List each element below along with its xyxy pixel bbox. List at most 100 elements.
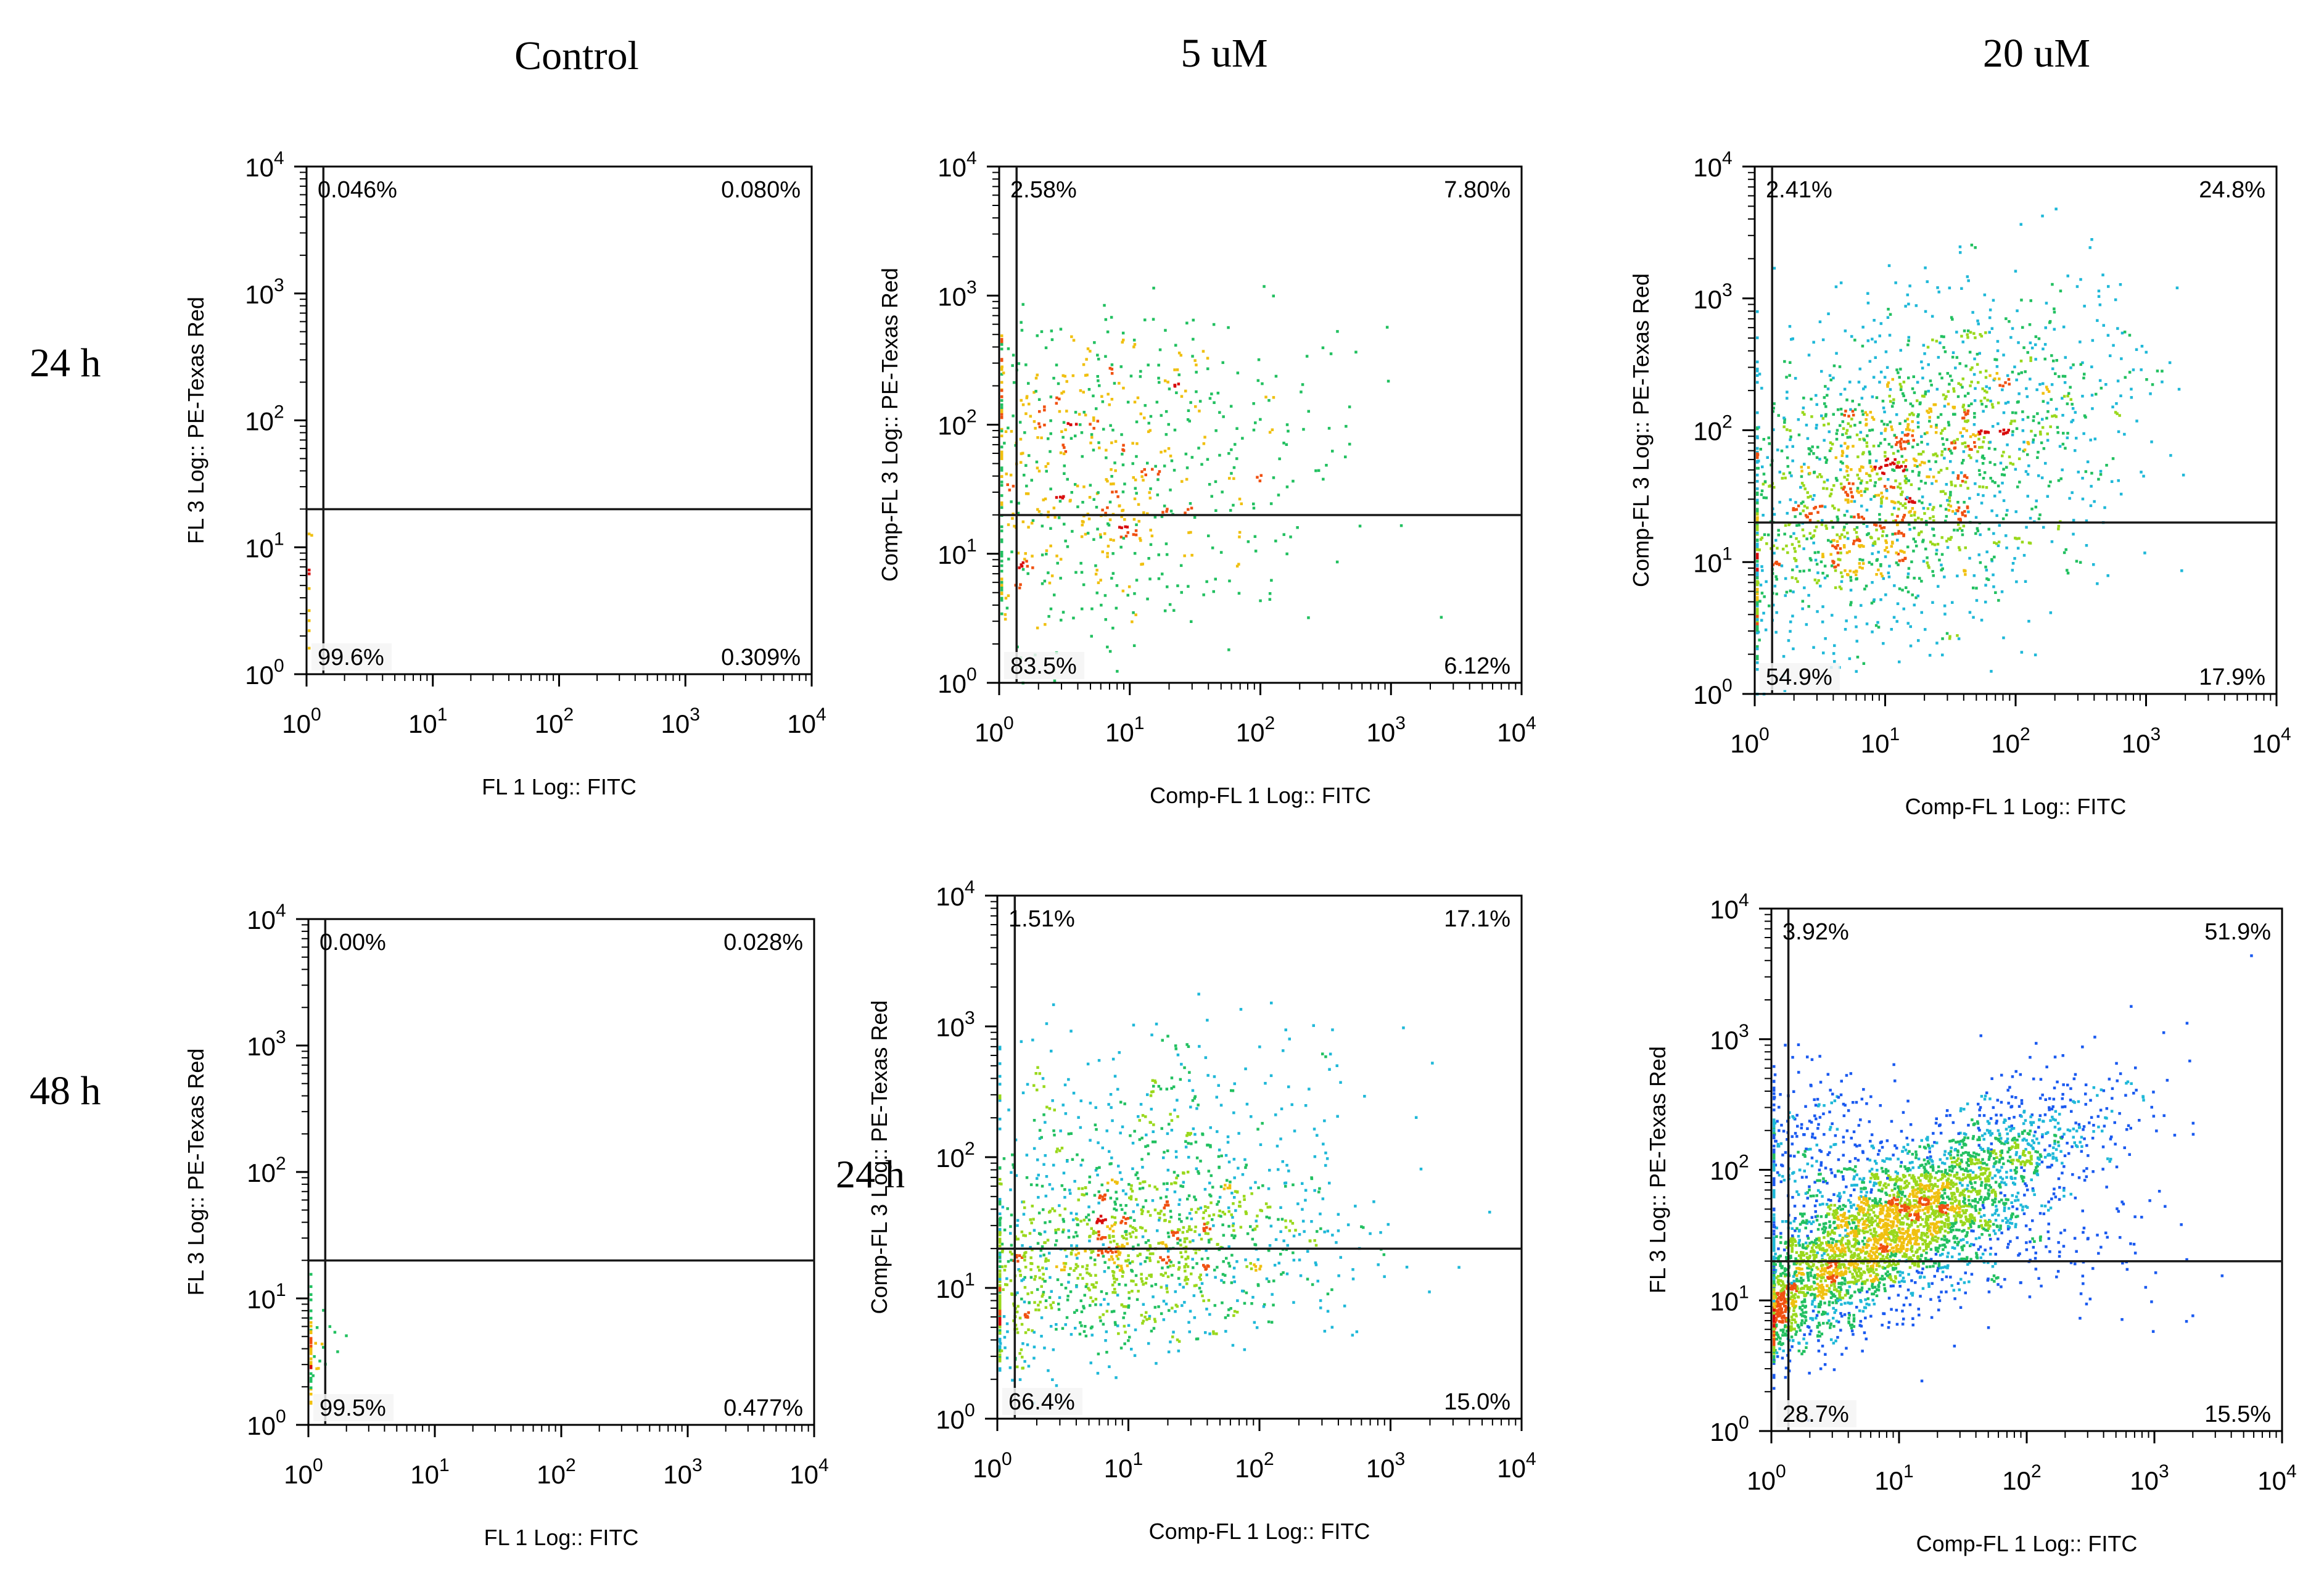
event-dot [1983, 293, 1987, 297]
event-dot [1877, 550, 1880, 554]
event-dot [1311, 1283, 1314, 1286]
event-dot [1021, 1244, 1024, 1247]
event-dot [1784, 476, 1787, 480]
event-dot [1924, 266, 1927, 270]
event-dot [1778, 1320, 1781, 1323]
event-dot [2057, 524, 2061, 528]
event-dot [1119, 545, 1123, 549]
event-dot [1209, 1126, 1212, 1129]
event-dot [1908, 413, 1911, 416]
event-dot [1775, 1331, 1779, 1334]
event-dot [1020, 461, 1023, 464]
event-dot [2004, 431, 2008, 435]
event-dot [1903, 434, 1907, 437]
event-dot [1952, 440, 1955, 443]
event-dot [1016, 551, 1020, 555]
event-dot [1757, 466, 1760, 470]
event-dot [1831, 442, 1834, 446]
event-dot [1012, 1259, 1015, 1262]
event-dot [1092, 1210, 1095, 1214]
event-dot [1166, 1182, 1169, 1185]
event-dot [2071, 407, 2075, 410]
event-dot [1985, 577, 1988, 580]
event-dot [1821, 519, 1824, 522]
event-dot [1893, 501, 1897, 505]
event-dot [1065, 380, 1068, 383]
event-dot [1219, 1215, 1222, 1218]
event-dot [1827, 538, 1830, 542]
event-dot [1291, 1222, 1295, 1225]
event-dot [999, 1182, 1002, 1186]
event-dot [1966, 333, 1969, 336]
event-dot [1206, 1018, 1209, 1022]
event-dot [1968, 497, 1971, 500]
event-dot [1150, 1091, 1153, 1094]
event-dot [1195, 1167, 1198, 1170]
event-dot [999, 1083, 1002, 1086]
event-dot [1227, 1224, 1230, 1228]
event-dot [1044, 1257, 1048, 1260]
event-dot [1080, 431, 1084, 434]
event-dot [1993, 555, 1996, 559]
event-dot [1227, 452, 1230, 455]
event-dot [1049, 1210, 1052, 1213]
event-dot [1095, 407, 1098, 410]
event-dot [1127, 585, 1131, 588]
event-dot [1860, 490, 1863, 493]
event-dot [1794, 501, 1797, 504]
event-dot [2062, 395, 2066, 398]
event-dot [2057, 527, 2060, 530]
event-dot [1950, 483, 1953, 487]
event-dot [1797, 1326, 1800, 1329]
event-dot [310, 1352, 313, 1355]
event-dot [1282, 1239, 1285, 1242]
event-dot [1977, 433, 1980, 436]
event-dot [1996, 544, 2000, 547]
event-dot [1215, 1095, 1218, 1099]
event-dot [1268, 1244, 1272, 1247]
event-dot [1280, 1273, 1283, 1276]
event-dot [1948, 496, 1951, 500]
event-dot [1964, 445, 1968, 448]
event-dot [1097, 1249, 1100, 1252]
event-dot [1895, 436, 1898, 439]
event-dot [1214, 480, 1218, 484]
event-dot [999, 1353, 1002, 1356]
event-dot [1756, 548, 1759, 551]
event-dot [1131, 1231, 1135, 1234]
event-dot [1113, 461, 1116, 464]
event-dot [1324, 1164, 1327, 1167]
event-dot [1021, 1342, 1024, 1345]
event-dot [1229, 509, 1232, 512]
event-dot [1821, 553, 1824, 556]
event-dot [1960, 287, 1963, 290]
event-dot [1208, 397, 1212, 400]
event-dot [1113, 1287, 1116, 1291]
quadrant-lower-right-pct: 17.9% [2199, 664, 2265, 690]
event-dot [1906, 575, 1910, 579]
event-dot [1112, 1310, 1116, 1313]
event-dot [1861, 558, 1865, 562]
event-dot [1816, 475, 1819, 479]
event-dot [1228, 1186, 1232, 1190]
event-dot [1094, 1303, 1097, 1306]
event-dot [1284, 1219, 1287, 1223]
event-dot [1021, 567, 1025, 571]
event-dot [1218, 1166, 1221, 1169]
event-dot [2063, 381, 2067, 384]
event-dot [1884, 458, 1888, 462]
event-dot [1319, 1212, 1322, 1216]
event-dot [1956, 474, 1960, 477]
event-dot [999, 1237, 1002, 1241]
event-dot [1076, 1153, 1079, 1157]
event-dot [1129, 1224, 1132, 1227]
event-dot [1829, 492, 1833, 495]
event-dot [1793, 1273, 1797, 1276]
event-dot [1962, 459, 1965, 462]
event-dot [1218, 453, 1221, 457]
event-dot [1034, 376, 1038, 380]
event-dot [1937, 585, 1940, 588]
event-dot [1812, 542, 1815, 545]
event-dot [1781, 1334, 1784, 1337]
event-dot [1083, 1293, 1086, 1297]
